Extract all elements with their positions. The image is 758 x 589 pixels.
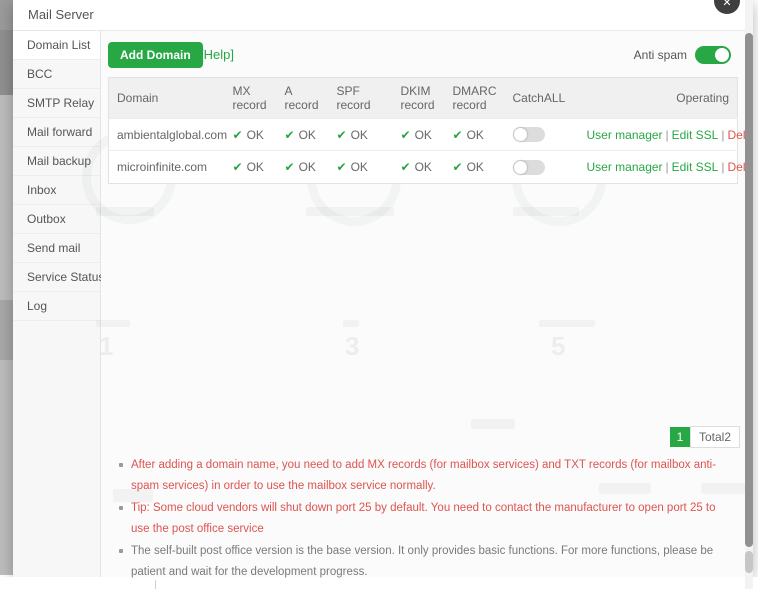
page-bottom-strip [0, 577, 758, 589]
separator: | [665, 159, 669, 174]
check-icon: ✔ [232, 159, 243, 174]
sidebar: Domain List BCC SMTP Relay Mail forward … [13, 31, 104, 577]
note-item: The self-built post office version is th… [115, 541, 717, 583]
ghost-label [471, 419, 515, 429]
col-header-dkim-record: DKIM record [392, 77, 445, 119]
ghost-stat: 3 [345, 331, 360, 361]
anti-spam-label: Anti spam [633, 48, 687, 62]
dmarc-status: ✔ OK [444, 117, 505, 151]
a-status: ✔ OK [276, 117, 329, 151]
check-icon: ✔ [400, 127, 411, 142]
edit-ssl-link[interactable]: Edit SSL [671, 159, 719, 174]
check-icon: ✔ [336, 159, 347, 174]
total-count: Total2 [689, 426, 740, 448]
ghost-label [306, 207, 394, 216]
ghost-label [513, 207, 579, 216]
sidebar-item-bcc[interactable]: BCC [13, 60, 100, 89]
dkim-status: ✔ OK [392, 117, 445, 151]
check-icon: ✔ [284, 127, 295, 142]
edit-ssl-link[interactable]: Edit SSL [671, 127, 719, 142]
sidebar-item-log[interactable]: Log [13, 292, 100, 321]
underlying-page-edge [0, 0, 13, 575]
anti-spam-toggle[interactable] [695, 46, 731, 64]
catchall-cell [504, 117, 579, 151]
table-row: microinfinite.com ✔ OK ✔ OK ✔ OK ✔ OK ✔ OK Us… [108, 150, 746, 184]
sidebar-item-outbox[interactable]: Outbox [13, 205, 100, 234]
bullet-icon [119, 506, 123, 510]
close-icon[interactable]: ✕ [714, 0, 740, 14]
table-row: ambientalglobal.com ✔ OK ✔ OK ✔ OK ✔ OK ✔ OK … [108, 117, 746, 151]
sidebar-item-mail-forward[interactable]: Mail forward [13, 118, 100, 147]
col-header-operating: Operating [578, 77, 738, 119]
modal-title: Mail Server [28, 7, 94, 22]
sidebar-item-smtp-relay[interactable]: SMTP Relay [13, 89, 100, 118]
domain-table: Domain MX record A record SPF record DKI… [108, 77, 746, 184]
check-icon: ✔ [336, 127, 347, 142]
check-icon: ✔ [452, 127, 463, 142]
ghost-label [539, 320, 595, 327]
ghost-label [343, 320, 359, 327]
catchall-toggle[interactable] [512, 127, 545, 143]
dkim-status: ✔ OK [392, 150, 445, 184]
user-manager-link[interactable]: User manager [586, 127, 663, 142]
modal-header: Mail Server [13, 0, 753, 31]
col-header-dmarc-record: DMARC record [444, 77, 505, 119]
col-header-mx-record: MX record [224, 77, 277, 119]
sidebar-item-domain-list[interactable]: Domain List [13, 31, 100, 60]
note-item: Tip: Some cloud vendors will shut down p… [115, 498, 717, 540]
sidebar-item-inbox[interactable]: Inbox [13, 176, 100, 205]
help-link[interactable]: [Help] [200, 47, 234, 62]
mx-status: ✔ OK [224, 117, 277, 151]
operating-cell: User manager | Edit SSL | Del [578, 150, 746, 184]
note-item: After adding a domain name, you need to … [115, 455, 717, 497]
spf-status: ✔ OK [328, 150, 393, 184]
col-header-catchall: CatchALL [504, 77, 579, 119]
anti-spam-control: Anti spam [634, 46, 731, 64]
ghost-stat: 5 [551, 331, 566, 361]
domain-cell: microinfinite.com [108, 150, 225, 184]
user-manager-link[interactable]: User manager [586, 159, 663, 174]
ghost-stat: 1 [99, 331, 114, 361]
operating-cell: User manager | Edit SSL | Del [578, 117, 746, 151]
separator: | [665, 127, 669, 142]
scrollbar[interactable] [745, 0, 753, 589]
mx-status: ✔ OK [224, 150, 277, 184]
sidebar-item-service-status[interactable]: Service Status [13, 263, 104, 292]
pagination: 1 Total2 [669, 426, 740, 448]
notes: After adding a domain name, you need to … [115, 455, 717, 584]
scrollbar-thumb[interactable] [745, 33, 753, 547]
catchall-toggle[interactable] [512, 159, 545, 175]
spf-status: ✔ OK [328, 117, 393, 151]
check-icon: ✔ [400, 159, 411, 174]
check-icon: ✔ [452, 159, 463, 174]
add-domain-button[interactable]: Add Domain [108, 42, 203, 68]
sidebar-item-mail-backup[interactable]: Mail backup [13, 147, 100, 176]
dmarc-status: ✔ OK [444, 150, 505, 184]
separator: | [721, 127, 725, 142]
check-icon: ✔ [284, 159, 295, 174]
ghost-label [96, 320, 130, 327]
delete-link[interactable]: Del [727, 127, 746, 142]
bottom-tick-mark [155, 580, 156, 589]
col-header-a-record: A record [276, 77, 329, 119]
main-content: 1 3 5 Add Domain [Help] Anti spam D [82, 31, 753, 578]
col-header-spf-record: SPF record [328, 77, 393, 119]
bullet-icon [119, 549, 123, 553]
table-header-row: Domain MX record A record SPF record DKI… [108, 77, 738, 119]
col-header-domain: Domain [108, 77, 225, 119]
domain-cell: ambientalglobal.com [108, 117, 227, 151]
page-number-button[interactable]: 1 [669, 427, 690, 447]
bullet-icon [119, 463, 123, 467]
a-status: ✔ OK [276, 150, 329, 184]
mail-server-modal: Mail Server ✕ Domain List BCC SMTP Relay… [13, 0, 753, 578]
scrollbar-end [745, 551, 753, 573]
check-icon: ✔ [232, 127, 243, 142]
ghost-label [96, 207, 154, 216]
separator: | [721, 159, 725, 174]
catchall-cell [504, 150, 579, 184]
sidebar-item-send-mail[interactable]: Send mail [13, 234, 100, 263]
delete-link[interactable]: Del [727, 159, 746, 174]
